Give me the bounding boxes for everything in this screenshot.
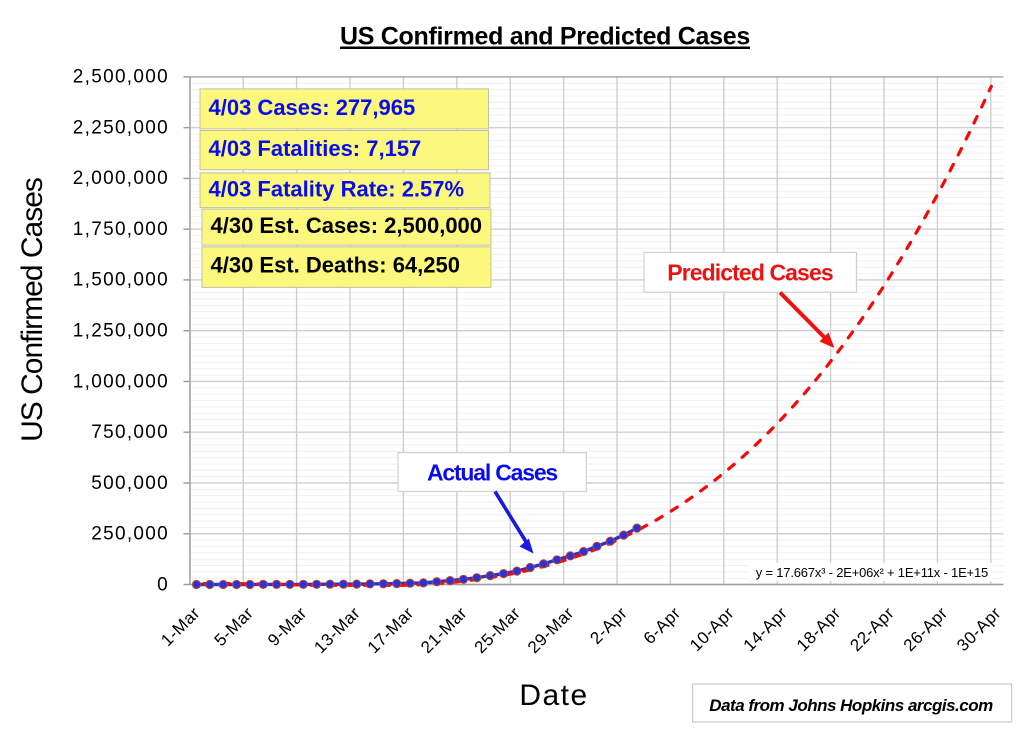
svg-text:4/03 Cases: 277,965: 4/03 Cases: 277,965 [209, 95, 416, 120]
svg-text:1,000,000: 1,000,000 [73, 371, 169, 392]
svg-text:750,000: 750,000 [91, 422, 169, 443]
svg-text:Predicted Cases: Predicted Cases [667, 260, 833, 286]
svg-text:2,500,000: 2,500,000 [73, 67, 169, 88]
svg-text:Date: Date [519, 679, 588, 712]
svg-text:US Confirmed and Predicted Cas: US Confirmed and Predicted Cases [340, 23, 750, 51]
svg-text:500,000: 500,000 [91, 473, 169, 494]
svg-text:Data from Johns Hopkins arcgis: Data from Johns Hopkins arcgis.com [709, 696, 993, 715]
svg-text:Actual Cases: Actual Cases [427, 460, 557, 486]
svg-text:1,500,000: 1,500,000 [73, 270, 169, 291]
svg-text:4/03 Fatality Rate: 2.57%: 4/03 Fatality Rate: 2.57% [209, 177, 465, 202]
svg-text:2,000,000: 2,000,000 [73, 168, 169, 189]
svg-text:4/30 Est. Cases: 2,500,000: 4/30 Est. Cases: 2,500,000 [211, 213, 483, 238]
svg-text:1,250,000: 1,250,000 [73, 321, 169, 342]
svg-text:2,250,000: 2,250,000 [73, 118, 169, 139]
svg-text:0: 0 [157, 574, 169, 595]
svg-text:4/03 Fatalities: 7,157: 4/03 Fatalities: 7,157 [209, 136, 422, 161]
svg-text:US Confirmed Cases: US Confirmed Cases [16, 178, 49, 442]
svg-text:4/30 Est. Deaths: 64,250: 4/30 Est. Deaths: 64,250 [211, 253, 460, 278]
svg-text:y = 17.667x³ - 2E+06x² + 1E+11: y = 17.667x³ - 2E+06x² + 1E+11x - 1E+15 [756, 565, 988, 580]
svg-text:250,000: 250,000 [91, 524, 169, 545]
svg-text:1,750,000: 1,750,000 [73, 219, 169, 240]
